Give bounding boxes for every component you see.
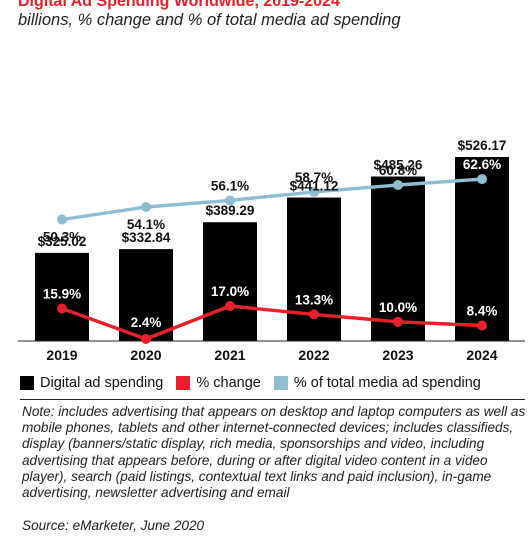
x-tick-label-2021: 2021 [214, 347, 245, 363]
pct-total-media-point-2023 [393, 180, 403, 191]
x-tick-label-2024: 2024 [466, 347, 497, 363]
pct-total-media-label-2022: 58.7% [295, 170, 333, 185]
chart-title: Digital Ad Spending Worldwide, 2019-2024 [18, 0, 340, 10]
chart-subtitle: billions, % change and % of total media … [18, 11, 401, 29]
x-tick-label-2020: 2020 [130, 347, 161, 363]
legend-swatch-digital-ad-spending [20, 376, 34, 390]
bars-layer [35, 157, 509, 341]
bar-2020 [119, 249, 173, 341]
chart-source: Source: eMarketer, June 2020 [22, 518, 205, 533]
bar-2021 [203, 222, 257, 341]
pct-total-media-point-2021 [225, 195, 235, 206]
x-tick-label-2022: 2022 [298, 347, 329, 363]
pct-total-media-point-2022 [309, 186, 319, 197]
pct-change-label-2023: 10.0% [379, 300, 417, 315]
bar-value-label-2021: $389.29 [206, 203, 255, 218]
pct-change-label-2019: 15.9% [43, 287, 81, 302]
pct-change-label-2024: 8.4% [467, 303, 498, 318]
legend-label: % of total media ad spending [293, 375, 481, 391]
bar-value-label-2024: $526.17 [458, 138, 507, 153]
x-tick-label-2019: 2019 [46, 347, 77, 363]
bar-2024 [455, 157, 509, 341]
pct-change-point-2023 [393, 316, 403, 327]
pct-total-media-point-2024 [477, 174, 487, 185]
pct-change-label-2021: 17.0% [211, 284, 249, 299]
chart-note: Note: includes advertising that appears … [22, 404, 526, 501]
bar-2019 [35, 252, 89, 341]
pct-total-media-point-2019 [57, 214, 67, 225]
pct-change-label-2020: 2.4% [131, 315, 162, 330]
pct-change-label-2022: 13.3% [295, 292, 333, 307]
lines-layer [57, 174, 487, 344]
bar-2022 [287, 197, 341, 341]
legend-item-pct-change: % change [176, 375, 261, 391]
pct-total-media-line [61, 177, 483, 222]
combo-chart: $325.02 $332.84 $389.29 $441.12 $485.26 $526.… [18, 138, 525, 363]
pct-change-point-2020 [141, 334, 151, 344]
note-divider [20, 399, 525, 400]
legend-label: Digital ad spending [40, 375, 164, 391]
bar-value-label-2022: $441.12 [290, 179, 339, 194]
pct-total-media-point-2020 [141, 202, 151, 213]
pct-total-media-label-2023: 60.8% [379, 163, 417, 178]
pct-total-media-label-2021: 56.1% [211, 178, 249, 193]
legend-swatch-pct-change [176, 376, 191, 390]
pct-change-line [61, 304, 483, 341]
legend-label: % change [196, 375, 261, 391]
ticks-layer: 2019 2020 2021 2022 2023 2024 [46, 347, 497, 363]
pct-change-point-2019 [57, 303, 67, 314]
pct-total-media-label-2019: 50.3% [43, 230, 81, 245]
legend-item-digital-ad-spending: Digital ad spending [20, 375, 163, 391]
bar-value-label-2019: $325.02 [38, 234, 87, 249]
labels-layer: $325.02 $332.84 $389.29 $441.12 $485.26 $526.… [38, 138, 507, 330]
legend-item-pct-total-media: % of total media ad spending [273, 375, 481, 391]
pct-change-point-2021 [225, 301, 235, 312]
legend-swatch-pct-total-media [273, 376, 288, 390]
pct-change-point-2022 [309, 309, 319, 320]
pct-change-point-2024 [477, 320, 487, 331]
pct-total-media-label-2020: 54.1% [127, 217, 165, 232]
legend: Digital ad spending % change % of total … [20, 373, 525, 393]
pct-total-media-label-2024: 62.6% [463, 157, 501, 172]
x-tick-label-2023: 2023 [382, 347, 413, 363]
bar-value-label-2020: $332.84 [122, 230, 171, 245]
bar-value-label-2023: $485.26 [374, 158, 423, 173]
bar-2023 [371, 176, 425, 341]
